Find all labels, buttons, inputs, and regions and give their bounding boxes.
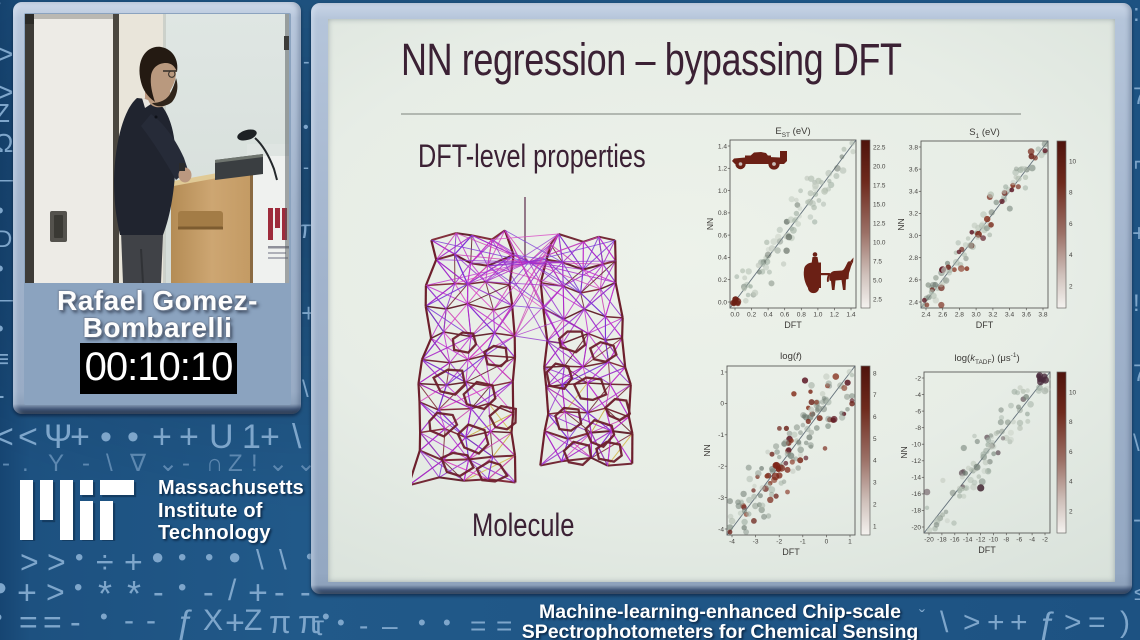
svg-text:0: 0 [720, 401, 724, 408]
svg-text:10.0: 10.0 [873, 239, 886, 246]
svg-text:10: 10 [1069, 389, 1077, 396]
svg-text:17.5: 17.5 [873, 182, 886, 189]
svg-text:0.4: 0.4 [718, 255, 727, 262]
svg-text:2: 2 [1069, 283, 1073, 290]
svg-text:-4: -4 [915, 392, 921, 399]
svg-text:0.2: 0.2 [747, 312, 756, 319]
svg-text:NN: NN [702, 444, 712, 456]
svg-text:8: 8 [873, 370, 877, 377]
svg-text:8: 8 [1069, 419, 1073, 426]
svg-text:3.4: 3.4 [1005, 312, 1014, 319]
svg-text:2.8: 2.8 [909, 255, 918, 262]
svg-text:1.4: 1.4 [718, 143, 727, 150]
svg-text:-14: -14 [963, 537, 973, 544]
svg-text:12.5: 12.5 [873, 220, 886, 227]
svg-text:0.8: 0.8 [797, 312, 806, 319]
svg-text:4: 4 [873, 458, 877, 465]
svg-text:2.8: 2.8 [955, 312, 964, 319]
svg-text:0.8: 0.8 [718, 210, 727, 217]
svg-text:NN: NN [705, 218, 715, 230]
svg-text:NN: NN [896, 218, 906, 230]
svg-text:NN: NN [899, 446, 909, 458]
svg-text:-3: -3 [753, 539, 759, 546]
svg-text:3.2: 3.2 [909, 211, 918, 218]
svg-text:-14: -14 [911, 475, 921, 482]
svg-text:7.5: 7.5 [873, 258, 882, 265]
svg-text:3.0: 3.0 [972, 312, 981, 319]
svg-text:4: 4 [1069, 479, 1073, 486]
svg-text:4: 4 [1069, 252, 1073, 259]
svg-text:0.2: 0.2 [718, 277, 727, 284]
svg-text:-4: -4 [1029, 537, 1035, 544]
svg-text:-6: -6 [1016, 537, 1022, 544]
svg-text:1.0: 1.0 [718, 188, 727, 195]
svg-text:-10: -10 [989, 537, 999, 544]
svg-text:2.6: 2.6 [909, 277, 918, 284]
svg-text:2: 2 [873, 501, 877, 508]
svg-text:0.4: 0.4 [764, 312, 773, 319]
svg-text:3.6: 3.6 [1022, 312, 1031, 319]
svg-text:0.0: 0.0 [718, 299, 727, 306]
svg-text:8: 8 [1069, 190, 1073, 197]
svg-text:6: 6 [1069, 449, 1073, 456]
svg-text:-1: -1 [800, 539, 806, 546]
svg-text:10: 10 [1069, 158, 1077, 165]
svg-text:-2: -2 [776, 539, 782, 546]
svg-text:5: 5 [873, 436, 877, 443]
svg-text:1: 1 [873, 523, 877, 530]
svg-text:-18: -18 [911, 508, 921, 515]
svg-text:3: 3 [873, 480, 877, 487]
svg-text:-18: -18 [937, 537, 947, 544]
svg-text:DFT: DFT [784, 320, 802, 330]
svg-text:DFT: DFT [978, 545, 996, 555]
svg-text:1: 1 [848, 539, 852, 546]
svg-text:-2: -2 [1042, 537, 1048, 544]
svg-text:0.6: 0.6 [718, 232, 727, 239]
svg-text:2.4: 2.4 [921, 312, 930, 319]
svg-text:-4: -4 [729, 539, 735, 546]
svg-text:DFT: DFT [782, 547, 800, 557]
svg-text:-8: -8 [1003, 537, 1009, 544]
svg-text:1.2: 1.2 [718, 166, 727, 173]
svg-text:0.6: 0.6 [780, 312, 789, 319]
svg-text:-4: -4 [718, 526, 724, 533]
svg-text:3.6: 3.6 [909, 166, 918, 173]
svg-text:1.4: 1.4 [846, 312, 855, 319]
svg-text:2.4: 2.4 [909, 299, 918, 306]
svg-text:-16: -16 [911, 491, 921, 498]
svg-text:0.0: 0.0 [730, 312, 739, 319]
svg-text:-6: -6 [915, 408, 921, 415]
svg-text:2.6: 2.6 [938, 312, 947, 319]
svg-text:1.2: 1.2 [830, 312, 839, 319]
svg-text:2.5: 2.5 [873, 296, 882, 303]
svg-text:0: 0 [825, 539, 829, 546]
svg-text:22.5: 22.5 [873, 144, 886, 151]
svg-text:2: 2 [1069, 508, 1073, 515]
svg-text:-12: -12 [976, 537, 986, 544]
svg-text:3.0: 3.0 [909, 233, 918, 240]
svg-text:-20: -20 [924, 537, 934, 544]
svg-text:7: 7 [873, 392, 877, 399]
svg-text:3.2: 3.2 [988, 312, 997, 319]
svg-text:-10: -10 [911, 442, 921, 449]
svg-text:-12: -12 [911, 458, 921, 465]
svg-text:-3: -3 [718, 495, 724, 502]
svg-text:-20: -20 [911, 524, 921, 531]
svg-text:DFT: DFT [976, 320, 994, 330]
svg-text:20.0: 20.0 [873, 163, 886, 170]
svg-text:1.0: 1.0 [813, 312, 822, 319]
svg-text:5.0: 5.0 [873, 277, 882, 284]
svg-text:-1: -1 [718, 432, 724, 439]
svg-text:-16: -16 [950, 537, 960, 544]
svg-text:-8: -8 [915, 425, 921, 432]
svg-text:15.0: 15.0 [873, 201, 886, 208]
svg-text:-2: -2 [718, 464, 724, 471]
svg-text:3.8: 3.8 [909, 144, 918, 151]
svg-text:6: 6 [873, 414, 877, 421]
svg-text:1: 1 [720, 369, 724, 376]
svg-text:-2: -2 [915, 375, 921, 382]
svg-text:3.4: 3.4 [909, 189, 918, 196]
svg-text:6: 6 [1069, 221, 1073, 228]
svg-text:3.8: 3.8 [1038, 312, 1047, 319]
